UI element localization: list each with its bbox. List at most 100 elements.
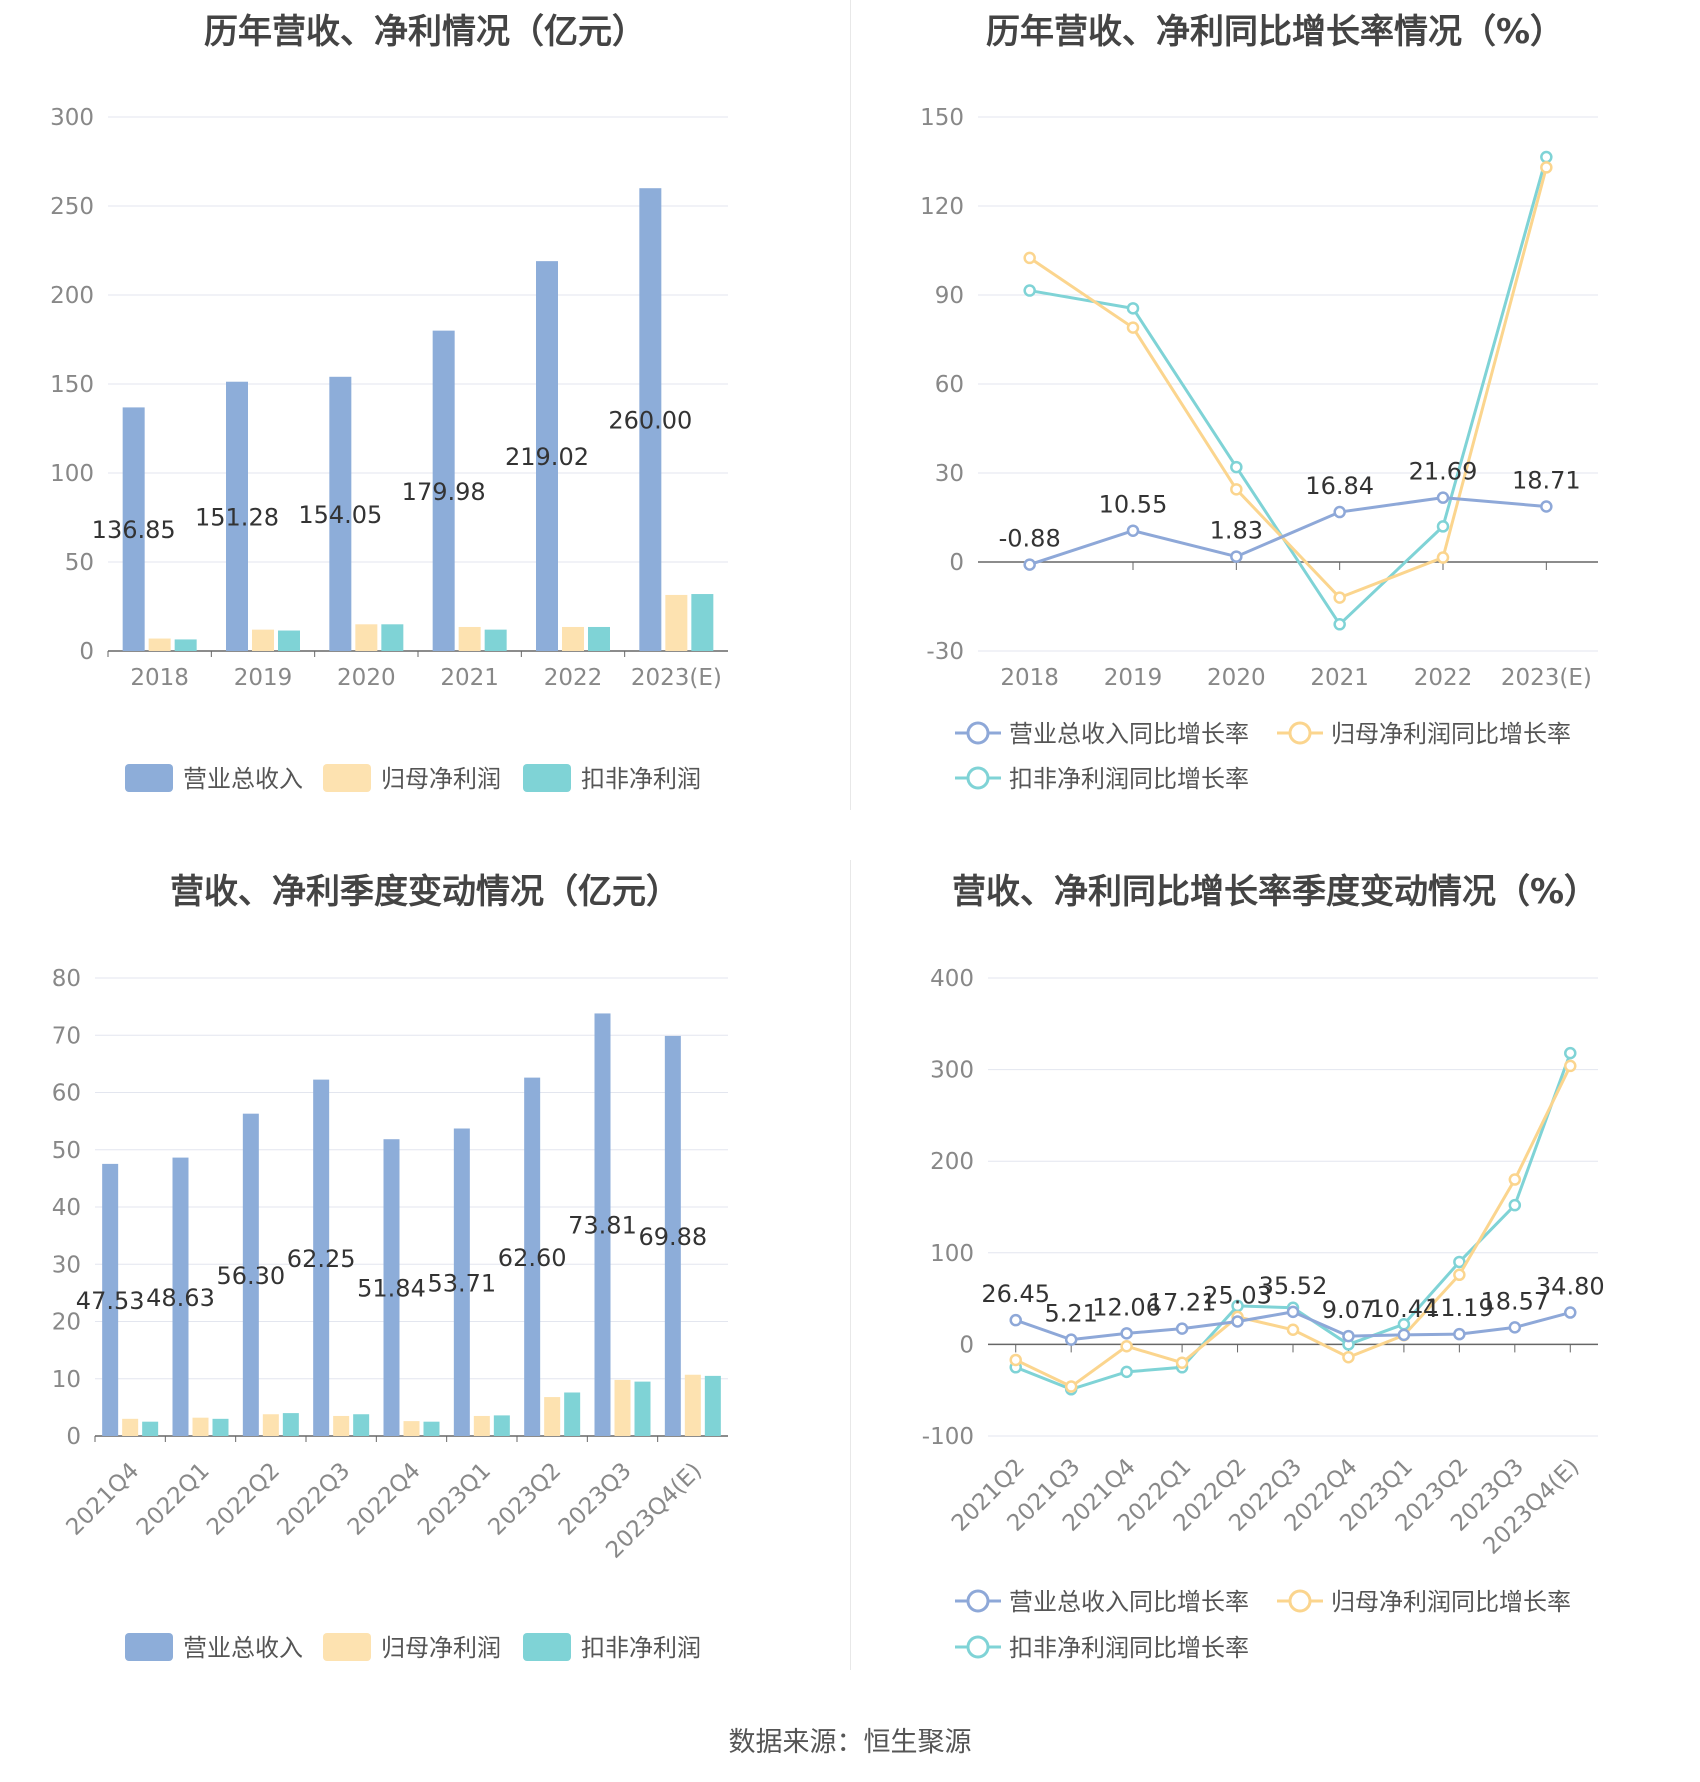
y-tick-label: 0: [959, 1332, 974, 1358]
data-label: 69.88: [638, 1223, 707, 1251]
bar: [174, 639, 197, 651]
x-tick-label: 2021: [1310, 665, 1369, 691]
data-point: [1126, 302, 1140, 315]
legend-swatch: [323, 764, 371, 792]
bar: [634, 1381, 651, 1436]
bar: [536, 261, 558, 651]
bar: [524, 1077, 541, 1436]
y-tick-label: 120: [920, 194, 964, 220]
y-tick-label: 40: [52, 1195, 81, 1221]
data-label: 1.83: [1210, 517, 1263, 545]
y-tick-label: 0: [949, 550, 964, 576]
y-tick-label: 300: [930, 1058, 974, 1084]
y-tick-label: -30: [926, 639, 964, 665]
y-tick-label: 70: [52, 1023, 81, 1049]
bar: [639, 188, 662, 651]
y-tick-label: 100: [930, 1241, 974, 1267]
quarterly-bar-svg: 0 10 20 30 40 50 60 70 80 47.53 48.6356.3062.2551.…: [52, 966, 728, 1662]
data-label: 62.25: [287, 1245, 356, 1273]
data-point: [1333, 505, 1346, 519]
annual-bar-svg: 0 50 100 150 200 250 300 136.85 151.28 154.05 179.…: [50, 105, 728, 793]
bar: [614, 1379, 631, 1436]
data-point: [1564, 1059, 1577, 1073]
data-point: [1175, 1322, 1189, 1335]
y-tick-label: 80: [52, 966, 81, 992]
legend-label: 归母净利润同比增长率: [1331, 720, 1571, 748]
y-tick-label: -100: [922, 1424, 974, 1450]
data-point: [1333, 591, 1346, 604]
annual-revenue-profit-chart: 历年营收、净利情况（亿元） 0 50 100 150 200 250 300 136.85 15…: [0, 0, 850, 860]
y-tick-label: 200: [50, 283, 94, 309]
data-point: [1230, 550, 1243, 563]
series-line: [1015, 1065, 1572, 1389]
y-tick-label: 20: [52, 1310, 81, 1336]
data-point: [1231, 1315, 1244, 1328]
data-label: 10.55: [1099, 491, 1168, 519]
legend-label: 归母净利润: [381, 765, 501, 793]
data-label: 18.57: [1480, 1287, 1549, 1315]
bar: [333, 1415, 350, 1436]
bar: [122, 407, 145, 651]
bar: [242, 1113, 259, 1436]
bar: [148, 638, 171, 651]
bar: [588, 626, 610, 651]
legend-label: 归母净利润: [381, 1634, 501, 1662]
data-point: [1342, 1329, 1355, 1343]
legend-marker: [1288, 1589, 1312, 1613]
data-source: 数据来源：恒生聚源: [728, 1727, 972, 1758]
data-point: [1064, 1380, 1078, 1393]
data-label: 34.80: [1536, 1273, 1605, 1301]
bar: [192, 1417, 209, 1436]
bar: [383, 1139, 400, 1436]
x-tick-label: 2023Q2: [483, 1458, 566, 1541]
data-point: [1436, 520, 1450, 533]
bar: [423, 1421, 440, 1436]
data-label: 16.84: [1305, 472, 1374, 500]
bar: [453, 1128, 470, 1436]
legend-swatch: [323, 1633, 371, 1661]
x-tick-label: 2019: [234, 665, 293, 691]
y-tick-label: 300: [50, 105, 94, 131]
data-label: 48.63: [146, 1284, 215, 1312]
data-label: 56.30: [216, 1262, 285, 1290]
data-point: [1540, 500, 1553, 513]
bar: [691, 594, 714, 651]
x-tick-label: 2018: [1000, 665, 1059, 691]
data-label: 154.05: [298, 501, 382, 529]
chart-title: 历年营收、净利同比增长率情况（%）: [985, 12, 1565, 52]
bar: [473, 1415, 490, 1436]
y-tick-label: 90: [935, 283, 964, 309]
quarterly-growth-chart: 营收、净利同比增长率季度变动情况（%） -100 0 100 200 300 400 26.…: [850, 860, 1700, 1720]
x-tick-label: 2022Q3: [272, 1458, 355, 1541]
data-label: 10.44: [1370, 1295, 1439, 1323]
x-tick-label: 2023(E): [1501, 665, 1592, 691]
y-tick-label: 50: [52, 1138, 81, 1164]
y-tick-label: 60: [935, 372, 964, 398]
y-tick-label: 200: [930, 1149, 974, 1175]
chart-title: 营收、净利同比增长率季度变动情况（%）: [951, 872, 1599, 912]
data-point: [1126, 524, 1140, 537]
bar: [313, 1079, 330, 1436]
bar: [564, 1392, 581, 1436]
data-label: 9.07: [1322, 1296, 1375, 1324]
legend-swatch: [523, 1633, 571, 1661]
data-point: [1508, 1198, 1522, 1212]
bar: [594, 1013, 611, 1436]
data-label: 73.81: [568, 1212, 637, 1240]
data-point: [1023, 284, 1036, 297]
data-point: [1120, 1327, 1133, 1340]
data-label: 47.53: [76, 1287, 145, 1315]
data-point: [1436, 491, 1450, 504]
data-label: 62.60: [498, 1244, 567, 1272]
legend-label: 归母净利润同比增长率: [1331, 1588, 1571, 1616]
bar: [226, 381, 248, 651]
data-label: 51.84: [357, 1275, 426, 1303]
legend-marker: [966, 766, 990, 790]
bar: [544, 1397, 561, 1436]
bar: [252, 629, 274, 651]
x-tick-label: 2019: [1104, 665, 1163, 691]
y-tick-label: 0: [66, 1424, 81, 1450]
bar: [458, 626, 481, 651]
y-tick-label: 10: [52, 1367, 81, 1393]
legend-label: 扣非净利润: [581, 1634, 701, 1662]
